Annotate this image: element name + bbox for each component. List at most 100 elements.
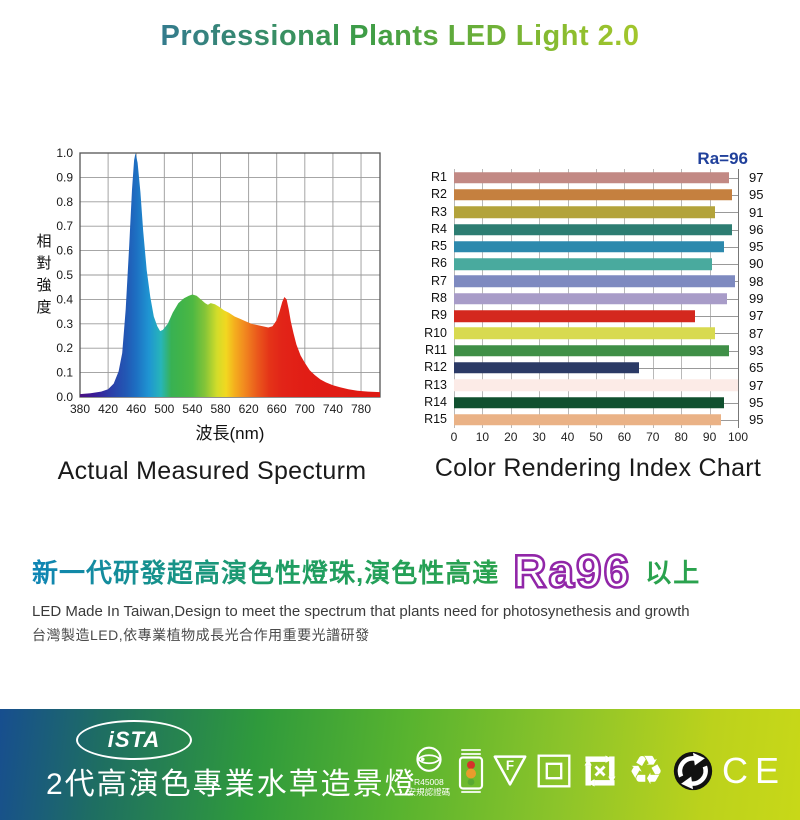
promo-headline-row: 新一代研發超高演色性燈珠,演色性高達 Ra96 以上	[32, 545, 800, 597]
cri-row-value: 98	[749, 273, 764, 289]
promo-chinese-line: 台灣製造LED,依專業植物成長光合作用重要光譜研發	[32, 627, 370, 643]
ista-logo: iSTA	[76, 720, 192, 760]
x-tick-label: 460	[126, 402, 146, 416]
y-tick-label: 1.0	[56, 146, 73, 160]
y-tick-label: 0.0	[56, 390, 73, 404]
cri-row-value: 95	[749, 412, 764, 428]
y-tick-label: 0.8	[56, 195, 73, 209]
cri-x-axis: 0 10 20 30 40 50 60 70 80 90 100	[420, 428, 776, 446]
cri-bar-r5	[454, 241, 724, 253]
energy-figure-icon	[459, 756, 484, 790]
cri-bar-r2	[454, 189, 733, 201]
charts-row: 380 420 460 500 540 580 620 660 700 740 780 0.0 0.1 0…	[0, 137, 800, 486]
cri-row	[454, 255, 738, 272]
cri-row-label: R6	[431, 256, 447, 271]
recycle-square-icon	[584, 755, 616, 787]
cri-row-label: R14	[424, 394, 447, 409]
cri-row-value: 95	[749, 394, 764, 410]
spectrum-caption: Actual Measured Specturm	[57, 457, 367, 485]
cri-row	[454, 307, 738, 324]
page: Professional Plants LED Light 2.0 380 420…	[0, 20, 800, 820]
ra96-badge: Ra96	[512, 545, 632, 597]
y-tick-label: 0.3	[56, 317, 73, 331]
cri-row-label: R13	[424, 377, 447, 392]
cri-x-tick-label: 20	[504, 430, 518, 445]
cri-leader-line	[715, 333, 738, 335]
cert-icons: R45008 安規認證碼 F	[408, 745, 786, 797]
cri-bar-r1	[454, 171, 730, 184]
cri-row-label: R3	[431, 204, 447, 219]
x-tick-label: 580	[210, 402, 230, 416]
f-mark-letter: F	[506, 758, 514, 773]
cri-plot-area	[454, 169, 739, 429]
cri-row-label: R11	[424, 342, 447, 357]
cri-row	[454, 342, 738, 359]
cri-bar-r9	[454, 310, 696, 322]
green-dot-icon	[673, 751, 713, 791]
micro-text	[461, 749, 482, 751]
micro-text	[461, 753, 482, 755]
cri-bar-r14	[454, 396, 724, 409]
promo-headline: 新一代研發超高演色性燈珠,演色性高達	[32, 553, 499, 590]
cri-x-tick-label: 50	[589, 430, 603, 445]
cri-x-tick-label: 60	[617, 430, 632, 445]
energy-badge-icon	[458, 748, 484, 794]
cri-leader-line	[732, 229, 738, 231]
cri-row-value: 91	[749, 204, 764, 220]
cri-row-value: 90	[749, 256, 764, 272]
cri-row	[454, 394, 738, 411]
cri-x-tick-label: 0	[450, 430, 458, 445]
cri-caption: Color Rendering Index Chart	[434, 454, 762, 483]
x-tick-label: 700	[295, 402, 315, 416]
cri-label-column: R1 R2 R3 R4 R5 R6 R7 R8 R9 R10 R11 R12 R13 R14 R15	[420, 169, 454, 428]
cri-row-value: 97	[749, 377, 764, 393]
cri-leader-line	[729, 350, 738, 352]
mobius-recycle-icon: ♻	[628, 749, 664, 793]
y-tick-label: 0.9	[56, 170, 73, 184]
cri-x-tick-label: 100	[727, 430, 749, 445]
cri-row	[454, 377, 738, 394]
cri-row-label: R5	[431, 239, 447, 254]
cri-x-tick-label: 40	[560, 430, 575, 445]
cri-row-label: R9	[431, 308, 447, 323]
cri-leader-line	[735, 281, 738, 283]
cri-x-tick-label: 10	[475, 430, 490, 445]
cri-row-label: R10	[424, 325, 447, 340]
cri-leader-line	[723, 246, 738, 248]
cri-figure: Ra=96 R1 R2 R3 R4 R5 R6 R7 R8 R9 R10 R11 R12 R13 R14 R…	[420, 149, 776, 486]
cri-row	[454, 290, 738, 307]
product-name: 2代高演色專業水草造景燈	[46, 768, 417, 801]
bsmi-circle-icon	[416, 746, 442, 772]
cri-leader-line	[712, 264, 738, 266]
cri-bar-r3	[454, 206, 716, 218]
safety-label: 安規認證碼	[407, 787, 451, 797]
cri-row-value: 97	[749, 170, 764, 185]
y-tick-label: 0.4	[56, 292, 73, 306]
cri-row-value: 97	[749, 308, 764, 324]
y-axis-title-char: 相	[36, 233, 51, 250]
cri-leader-line	[732, 194, 738, 196]
cri-row	[454, 273, 738, 290]
cri-row-value: 96	[749, 221, 764, 237]
cri-row	[454, 325, 738, 342]
cri-x-tick-label: 30	[532, 430, 546, 445]
cri-row-value: 93	[749, 342, 764, 358]
cri-bar-r15	[454, 414, 721, 426]
y-tick-label: 0.5	[56, 268, 73, 282]
cri-bar-r12	[454, 362, 639, 374]
cri-row-value: 87	[749, 325, 764, 341]
ce-mark: CE	[721, 750, 786, 791]
cri-bar-r11	[454, 344, 730, 357]
ra-annotation: Ra=96	[697, 149, 748, 168]
f-mark-triangle-icon: F	[493, 755, 527, 786]
y-tick-label: 0.7	[56, 219, 73, 233]
cri-row-value: 99	[749, 291, 764, 307]
cri-row	[454, 238, 738, 255]
cri-bar-r8	[454, 292, 727, 305]
footer-bar: iSTA 2代高演色專業水草造景燈 R45008 安規認證碼	[0, 709, 800, 820]
cri-row-label: R1	[431, 170, 447, 184]
cri-leader-line	[729, 177, 738, 179]
x-tick-label: 780	[351, 402, 371, 416]
cri-bar-r6	[454, 258, 713, 270]
cri-row-label: R15	[424, 412, 447, 427]
